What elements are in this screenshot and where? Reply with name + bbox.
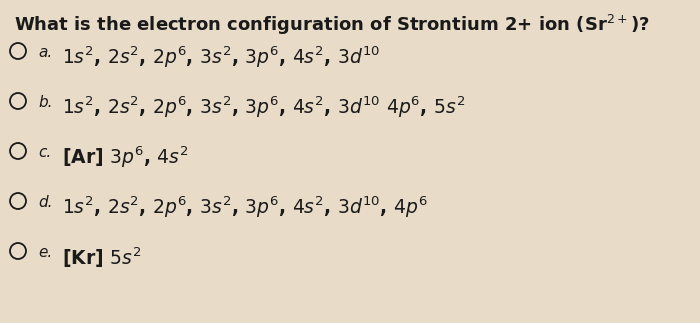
Text: d.: d. — [38, 195, 52, 210]
Text: c.: c. — [38, 145, 51, 160]
Text: $1s^{2}$, $2s^{2}$, $2p^{6}$, $3s^{2}$, $3p^{6}$, $4s^{2}$, $3d^{10}$: $1s^{2}$, $2s^{2}$, $2p^{6}$, $3s^{2}$, … — [62, 45, 380, 70]
Text: What is the electron configuration of Strontium 2+ ion (Sr$^{2+}$)?: What is the electron configuration of St… — [14, 13, 650, 37]
Text: e.: e. — [38, 245, 52, 260]
Text: [Ar] $3p^{6}$, $4s^{2}$: [Ar] $3p^{6}$, $4s^{2}$ — [62, 145, 188, 171]
Text: [Kr] $5s^{2}$: [Kr] $5s^{2}$ — [62, 245, 141, 269]
Text: a.: a. — [38, 45, 52, 60]
Text: $1s^{2}$, $2s^{2}$, $2p^{6}$, $3s^{2}$, $3p^{6}$, $4s^{2}$, $3d^{10}$, $4p^{6}$: $1s^{2}$, $2s^{2}$, $2p^{6}$, $3s^{2}$, … — [62, 195, 428, 221]
Text: $1s^{2}$, $2s^{2}$, $2p^{6}$, $3s^{2}$, $3p^{6}$, $4s^{2}$, $3d^{10}$ $4p^{6}$, : $1s^{2}$, $2s^{2}$, $2p^{6}$, $3s^{2}$, … — [62, 95, 466, 120]
Text: b.: b. — [38, 95, 52, 110]
